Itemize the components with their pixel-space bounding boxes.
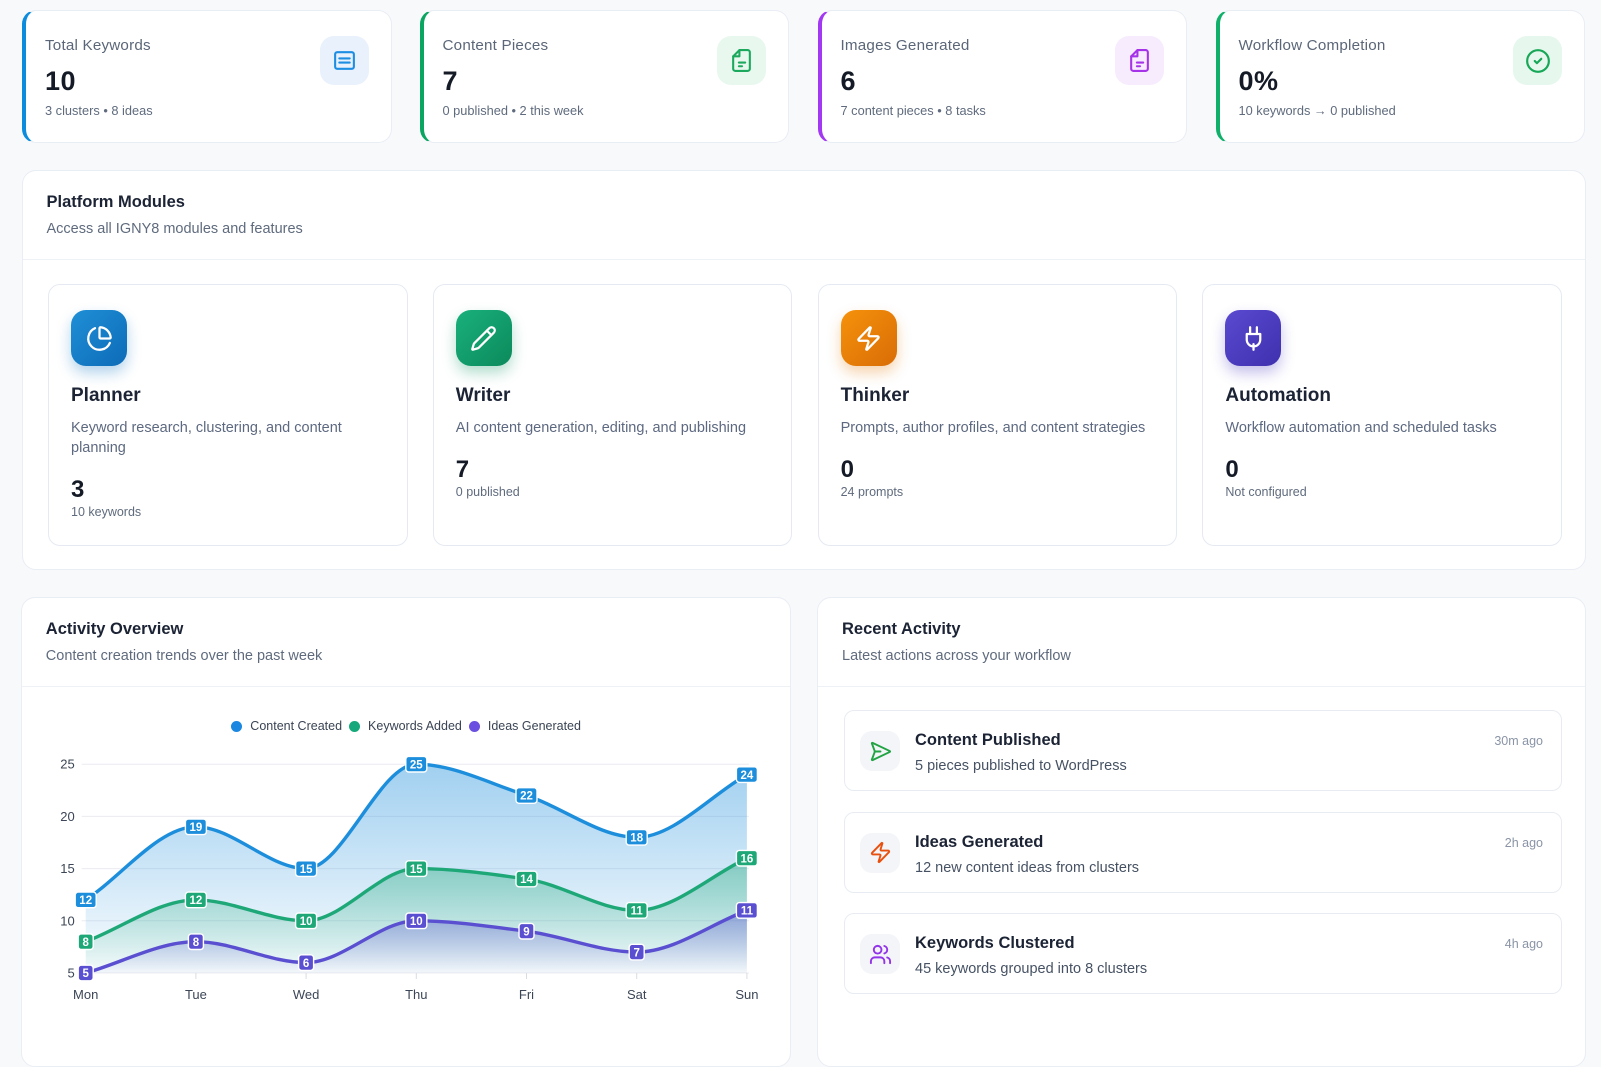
svg-text:15: 15 xyxy=(410,864,423,876)
svg-text:24: 24 xyxy=(740,770,753,782)
svg-text:5: 5 xyxy=(82,968,89,980)
svg-text:25: 25 xyxy=(410,759,423,771)
svg-text:6: 6 xyxy=(303,958,309,970)
svg-text:16: 16 xyxy=(740,853,753,865)
svg-text:18: 18 xyxy=(630,833,643,845)
svg-text:15: 15 xyxy=(299,864,312,876)
svg-text:20: 20 xyxy=(60,809,74,824)
svg-text:11: 11 xyxy=(630,906,643,918)
svg-text:15: 15 xyxy=(60,861,74,876)
svg-text:8: 8 xyxy=(82,937,89,949)
svg-text:Fri: Fri xyxy=(519,987,534,1002)
svg-text:Mon: Mon xyxy=(73,987,98,1002)
svg-text:12: 12 xyxy=(189,895,202,907)
svg-text:19: 19 xyxy=(189,822,202,834)
svg-text:14: 14 xyxy=(520,874,533,886)
svg-text:Tue: Tue xyxy=(185,987,207,1002)
svg-text:11: 11 xyxy=(741,906,754,918)
svg-text:10: 10 xyxy=(410,916,423,928)
svg-text:7: 7 xyxy=(633,947,639,959)
svg-text:5: 5 xyxy=(67,966,74,981)
svg-text:8: 8 xyxy=(192,937,199,949)
svg-text:9: 9 xyxy=(523,926,529,938)
svg-text:Thu: Thu xyxy=(405,987,427,1002)
svg-text:10: 10 xyxy=(60,913,74,928)
svg-text:10: 10 xyxy=(299,916,312,928)
svg-text:Wed: Wed xyxy=(293,987,320,1002)
svg-text:22: 22 xyxy=(520,791,533,803)
svg-text:25: 25 xyxy=(60,757,74,772)
svg-text:12: 12 xyxy=(79,895,92,907)
svg-text:Sat: Sat xyxy=(627,987,647,1002)
svg-text:Sun: Sun xyxy=(735,987,758,1002)
